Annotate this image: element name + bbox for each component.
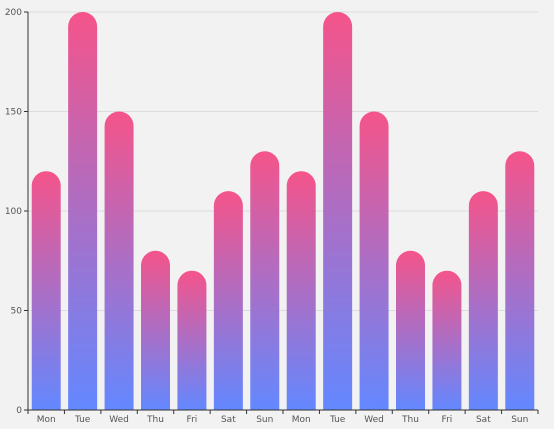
x-tick-label-2: Wed [109,415,129,425]
grid-lines [28,11,538,311]
x-tick-label-0: Mon [37,415,56,425]
bar-4 [177,270,207,410]
bar-7 [286,171,316,410]
bar-9 [359,111,389,410]
bar-10 [396,250,425,410]
bar-11 [432,270,462,410]
x-tick-label-5: Sat [221,415,236,425]
bars [31,12,535,411]
x-tick-label-3: Thu [146,415,164,425]
x-tick-label-1: Tue [74,415,91,425]
bar-12 [468,191,498,410]
bar-5 [213,191,243,410]
y-tick-label-0: 0 [16,406,22,416]
bar-6 [250,151,280,411]
x-tick-label-4: Fri [187,415,198,425]
bar-0 [31,171,61,410]
x-tick-label-7: Mon [292,415,311,425]
x-tick-label-8: Tue [329,415,346,425]
y-tick-label-4: 200 [5,8,22,18]
y-tick-label-2: 100 [5,207,22,217]
axes [24,11,539,414]
y-tick-label-3: 150 [5,108,22,118]
bar-3 [141,250,170,410]
y-tick-label-1: 50 [11,307,23,317]
x-tick-label-11: Fri [442,415,453,425]
bar-13 [505,151,535,411]
x-tick-label-13: Sun [511,415,528,425]
x-tick-label-9: Wed [364,415,384,425]
x-tick-label-12: Sat [476,415,491,425]
x-tick-label-6: Sun [256,415,273,425]
x-tick-label-10: Thu [401,415,419,425]
tick-labels: 0 50 100 150 200 Mon Tue Wed Thu Fri Sat Sun Mon Tue W… [5,8,529,425]
bar-8 [323,12,353,410]
bar-1 [68,12,98,410]
bar-2 [104,111,134,410]
